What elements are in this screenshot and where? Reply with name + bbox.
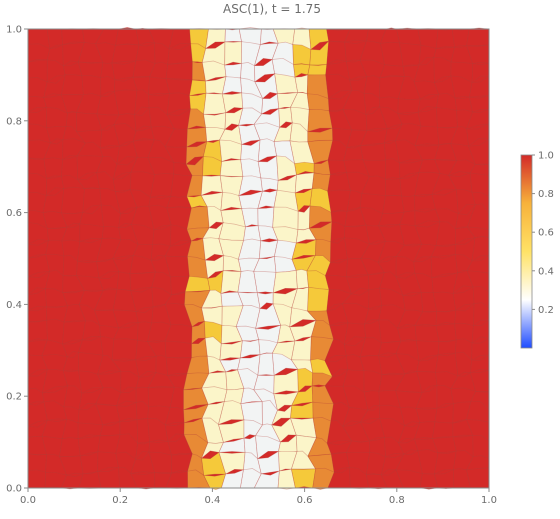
mesh-cell — [274, 73, 299, 95]
mesh-cell — [466, 27, 490, 47]
mesh-cell — [149, 173, 175, 198]
mesh-cell — [187, 255, 209, 279]
mesh-cell — [435, 323, 457, 342]
mesh-cell — [79, 223, 104, 242]
mesh-cell — [307, 286, 330, 313]
plot-frame — [27, 28, 490, 489]
mesh-cell — [307, 64, 328, 76]
mesh-cell — [385, 178, 402, 197]
y-tick-label: 1.0 — [6, 25, 22, 36]
mesh-cell — [189, 79, 207, 97]
colorbar-tick-label: 0.6 — [538, 228, 554, 239]
mesh-cell — [466, 467, 490, 489]
mesh-cell — [382, 195, 405, 215]
x-tick-label: 1.0 — [481, 495, 497, 506]
mesh-cell — [414, 324, 440, 343]
mesh-cell — [435, 28, 456, 49]
mesh-cell — [260, 177, 279, 192]
colorbar-tick-label: 0.2 — [538, 305, 554, 316]
colorbar: 0.2 0.4 0.6 0.8 1.0 — [520, 151, 554, 349]
mesh-cell — [437, 339, 457, 356]
mesh-cell — [415, 407, 438, 424]
mesh-cell — [257, 206, 275, 229]
mesh-cell — [219, 139, 243, 162]
colorbar-tick-label: 0.4 — [538, 266, 554, 277]
mesh-cell — [468, 95, 490, 113]
mesh-cell — [164, 340, 192, 359]
colorbar-gradient — [520, 154, 533, 349]
colorbar-tick-label: 0.8 — [538, 189, 554, 200]
mesh-cell — [436, 107, 458, 128]
mesh-cell — [399, 42, 422, 67]
mesh-cell — [165, 61, 193, 81]
mesh-cell — [402, 292, 424, 313]
mesh-cell — [184, 275, 211, 293]
y-tick-label: 0.2 — [6, 392, 22, 403]
plot-area — [27, 27, 490, 490]
mesh-cell — [59, 437, 81, 457]
mesh-cell — [219, 159, 244, 177]
mesh-cell — [61, 186, 85, 215]
y-tick-label: 0.6 — [6, 208, 22, 219]
x-tick-label: 0.4 — [204, 495, 220, 506]
colorbar-tick-label: 1.0 — [538, 151, 554, 162]
mesh-cell — [43, 157, 64, 179]
mesh-cell — [240, 158, 262, 179]
mesh-cell — [397, 98, 421, 114]
mesh-cell — [115, 27, 140, 46]
axes: 0.0 0.2 0.4 0.6 0.8 1.0 0.0 0.2 0.4 0.6 0.8 1.0 — [6, 25, 497, 507]
mesh-cell — [253, 270, 277, 294]
mesh-cell — [307, 108, 333, 133]
mesh-cell — [203, 112, 227, 130]
mesh-cell — [432, 291, 457, 312]
mesh-cell — [203, 92, 227, 115]
mesh-cell — [221, 76, 243, 95]
mesh-cell — [360, 142, 386, 162]
mesh-cell — [327, 189, 351, 213]
y-tick-label: 0.0 — [6, 484, 22, 495]
y-tick-label: 0.4 — [6, 300, 22, 311]
mesh-cell — [27, 319, 48, 343]
mesh-cell — [111, 338, 138, 361]
x-tick-label: 0.8 — [389, 495, 405, 506]
mesh-cell — [60, 74, 84, 96]
mesh-cell — [295, 269, 309, 289]
mesh-cell — [401, 195, 416, 213]
chart-title: ASC(1), t = 1.75 — [223, 2, 321, 16]
x-tick-label: 0.2 — [112, 495, 128, 506]
mesh-cell — [27, 469, 46, 489]
mesh-cell — [224, 28, 243, 43]
mesh-cell — [290, 468, 317, 489]
y-tick-label: 0.8 — [6, 116, 22, 127]
x-tick-label: 0.0 — [20, 495, 36, 506]
x-tick-label: 0.6 — [297, 495, 313, 506]
mesh-cell — [343, 145, 364, 161]
mesh-cell — [111, 43, 140, 64]
mesh-cells — [27, 27, 490, 490]
mesh-cell — [224, 41, 242, 66]
mesh-cell — [116, 271, 132, 292]
mesh-cell — [385, 158, 401, 180]
mesh-cell — [257, 352, 275, 376]
mesh-cell — [61, 28, 85, 46]
mesh-cell — [432, 421, 454, 439]
